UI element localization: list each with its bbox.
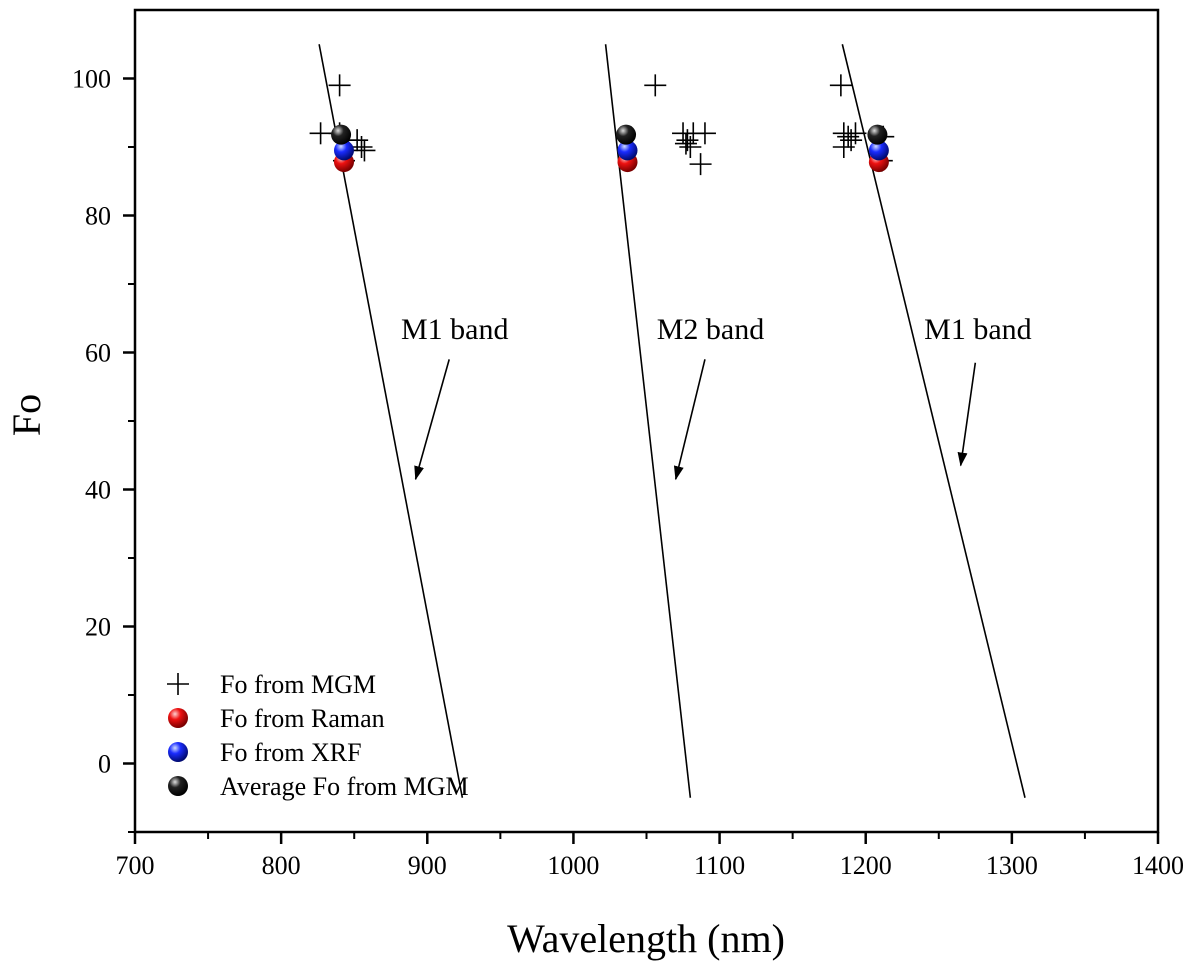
mgm-data-point xyxy=(353,139,376,162)
y-tick-label: 40 xyxy=(85,476,111,505)
sphere-data-point xyxy=(331,124,352,145)
legend-label: Fo from Raman xyxy=(220,704,385,733)
mgm-data-point xyxy=(829,74,852,97)
y-tick-label: 20 xyxy=(85,613,111,642)
x-tick-label: 1000 xyxy=(547,851,599,880)
sphere-data-point xyxy=(616,124,637,145)
plot-content: M1 band M2 band M1 band xyxy=(309,44,1032,798)
sphere-data-point xyxy=(333,140,354,161)
legend-label: Fo from MGM xyxy=(220,670,376,699)
x-tick-label: 900 xyxy=(408,851,447,880)
x-tick-label: 1300 xyxy=(986,851,1038,880)
band-annotation-label: M1 band xyxy=(401,313,509,346)
mgm-data-point xyxy=(674,132,697,155)
x-tick-label: 1200 xyxy=(840,851,892,880)
mgm-data-point xyxy=(679,136,702,158)
sphere-data-point xyxy=(617,140,638,161)
legend-plus-marker xyxy=(167,673,189,695)
mgm-data-point xyxy=(328,74,351,97)
mgm-data-point xyxy=(676,129,699,152)
annotation-arrow xyxy=(673,359,706,481)
sphere-data-point xyxy=(867,124,888,145)
sphere-data-point xyxy=(868,140,889,161)
legend-sphere-marker xyxy=(168,708,188,728)
x-tick-label: 800 xyxy=(262,851,301,880)
x-tick-label: 1100 xyxy=(694,851,745,880)
x-axis-title: Wavelength (nm) xyxy=(507,916,785,961)
mgm-data-point xyxy=(689,153,712,176)
annotation-arrow xyxy=(957,362,977,467)
axes: 700 800 900 1000 1100 1200 1300 1400 0 20 40 60 80 10… xyxy=(72,8,1184,880)
mgm-data-point xyxy=(350,136,373,158)
mgm-data-point xyxy=(844,122,867,145)
y-tick-label: 80 xyxy=(85,202,111,231)
mgm-data-point xyxy=(309,122,332,145)
legend-sphere-marker xyxy=(168,742,188,762)
y-tick-label: 60 xyxy=(85,339,111,368)
annotation-arrow xyxy=(414,359,450,481)
band-trend-line xyxy=(841,44,1026,798)
y-tick-label: 100 xyxy=(72,65,111,94)
y-axis-title: Fo xyxy=(4,394,49,436)
legend-label: Fo from XRF xyxy=(220,738,362,767)
legend: Fo from MGM Fo from Raman Fo from XRF Avera… xyxy=(167,670,469,801)
legend-sphere-marker xyxy=(168,776,188,796)
band-trend-line xyxy=(604,44,692,798)
x-tick-label: 700 xyxy=(116,851,155,880)
mgm-data-point xyxy=(644,74,667,97)
y-tick-label: 0 xyxy=(98,750,111,779)
mgm-data-point xyxy=(693,122,716,145)
x-tick-label: 1400 xyxy=(1132,851,1184,880)
band-annotation-label: M1 band xyxy=(924,313,1031,346)
legend-label: Average Fo from MGM xyxy=(220,772,469,801)
band-annotation-label: M2 band xyxy=(657,313,765,346)
